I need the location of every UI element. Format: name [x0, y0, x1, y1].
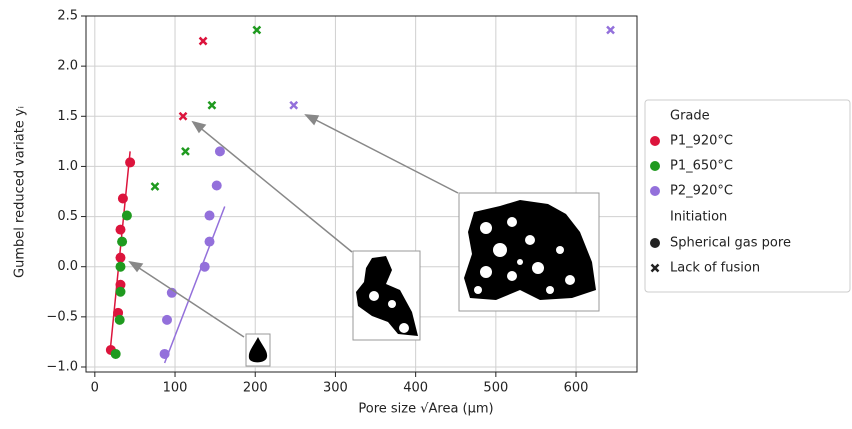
y-tick-label: 0.0: [57, 259, 78, 274]
legend-frame: [644, 99, 851, 293]
y-axis-label: Gumbel reduced variate yᵢ: [13, 106, 28, 278]
circle-marker: [110, 348, 121, 359]
cross-marker: [289, 100, 299, 110]
circle-marker: [199, 261, 210, 272]
cross-marker: [181, 146, 190, 156]
x-tick-label: 600: [564, 381, 589, 396]
circle-marker: [114, 314, 125, 325]
legend-label: P2_920°C: [670, 184, 733, 199]
x-tick-label: 300: [323, 381, 348, 396]
cross-marker: [606, 25, 615, 35]
legend-label: Spherical gas pore: [670, 236, 791, 251]
circle-marker: [117, 236, 128, 247]
legend-marker: [650, 136, 660, 146]
circle-marker: [166, 287, 177, 298]
legend-label: P1_650°C: [670, 159, 733, 174]
circle-marker: [115, 286, 126, 297]
cross-marker: [150, 182, 160, 191]
cross-marker: [198, 36, 208, 46]
circle-marker: [204, 210, 215, 221]
plot-frame: [85, 15, 638, 373]
cross-marker: [178, 111, 188, 121]
circle-marker: [204, 236, 215, 247]
legend-label: Lack of fusion: [670, 261, 760, 276]
legend-marker: [650, 161, 660, 171]
legend-label: P1_920°C: [670, 134, 733, 149]
circle-marker: [115, 261, 126, 272]
trend-line: [163, 206, 226, 364]
legend-title: Initiation: [670, 210, 727, 225]
arrows: [128, 114, 459, 338]
x-axis-label: Pore size √Area (μm): [358, 402, 493, 417]
y-tick-label: −0.5: [46, 309, 78, 324]
circle-marker: [211, 180, 222, 191]
cross-marker: [252, 25, 262, 35]
circle-marker: [159, 348, 170, 359]
trend-line: [109, 151, 131, 353]
x-tick-label: 400: [403, 381, 428, 396]
legend: Grade Initiation P1_920°C P1_650°C P2_920°…: [644, 99, 851, 293]
y-tick-label: 2.0: [57, 59, 78, 74]
plot-area: 0 100 200 300 400 500 600 −1.0 −0.5 0.0 0.5 1.0 1.5 2…: [46, 9, 638, 396]
x-tick-label: 500: [483, 381, 508, 396]
y-tick-label: 0.5: [57, 209, 78, 224]
x-tick-label: 200: [243, 381, 268, 396]
y-tick-label: 1.5: [57, 109, 78, 124]
circle-marker: [162, 314, 173, 325]
cross-marker: [207, 100, 217, 110]
circle-marker: [121, 210, 132, 221]
circle-marker: [115, 279, 126, 290]
legend-title: Grade: [670, 109, 710, 124]
cross-marker: [650, 263, 660, 273]
legend-marker: [650, 186, 660, 196]
circle-marker: [117, 193, 128, 204]
y-tick-label: −1.0: [46, 359, 78, 374]
circle-marker: [650, 238, 660, 248]
x-tick-label: 0: [91, 381, 99, 396]
y-tick-label: 2.5: [57, 9, 78, 24]
x-tick-label: 100: [163, 381, 188, 396]
circle-marker: [125, 157, 136, 168]
insets: [128, 114, 600, 367]
circle-marker: [115, 224, 126, 235]
y-tick-label: 1.0: [57, 159, 78, 174]
circle-marker: [115, 252, 126, 263]
circle-marker: [214, 146, 225, 157]
